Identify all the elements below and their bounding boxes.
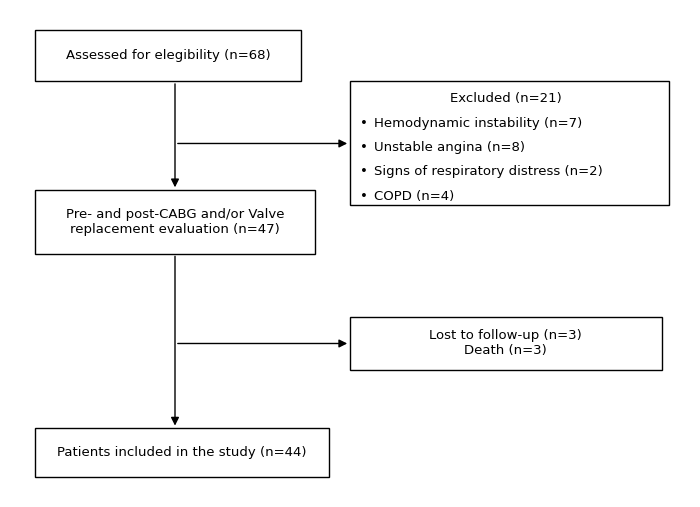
Text: Assessed for elegibility (n=68): Assessed for elegibility (n=68) [66,49,270,62]
Text: Signs of respiratory distress (n=2): Signs of respiratory distress (n=2) [374,165,603,178]
Text: Unstable angina (n=8): Unstable angina (n=8) [374,141,526,154]
Text: •: • [360,165,368,178]
Text: Pre- and post-CABG and/or Valve
replacement evaluation (n=47): Pre- and post-CABG and/or Valve replacem… [66,208,284,236]
Text: •: • [360,117,368,130]
FancyBboxPatch shape [35,30,301,81]
Text: •: • [360,190,368,203]
Text: Hemodynamic instability (n=7): Hemodynamic instability (n=7) [374,117,582,130]
Text: COPD (n=4): COPD (n=4) [374,190,455,203]
Text: •: • [360,141,368,154]
Text: Lost to follow-up (n=3)
Death (n=3): Lost to follow-up (n=3) Death (n=3) [429,330,582,357]
FancyBboxPatch shape [350,81,668,205]
FancyBboxPatch shape [35,190,315,254]
FancyBboxPatch shape [35,428,329,477]
Text: Patients included in the study (n=44): Patients included in the study (n=44) [57,446,307,459]
FancyBboxPatch shape [350,317,662,370]
Text: Excluded (n=21): Excluded (n=21) [450,92,561,105]
